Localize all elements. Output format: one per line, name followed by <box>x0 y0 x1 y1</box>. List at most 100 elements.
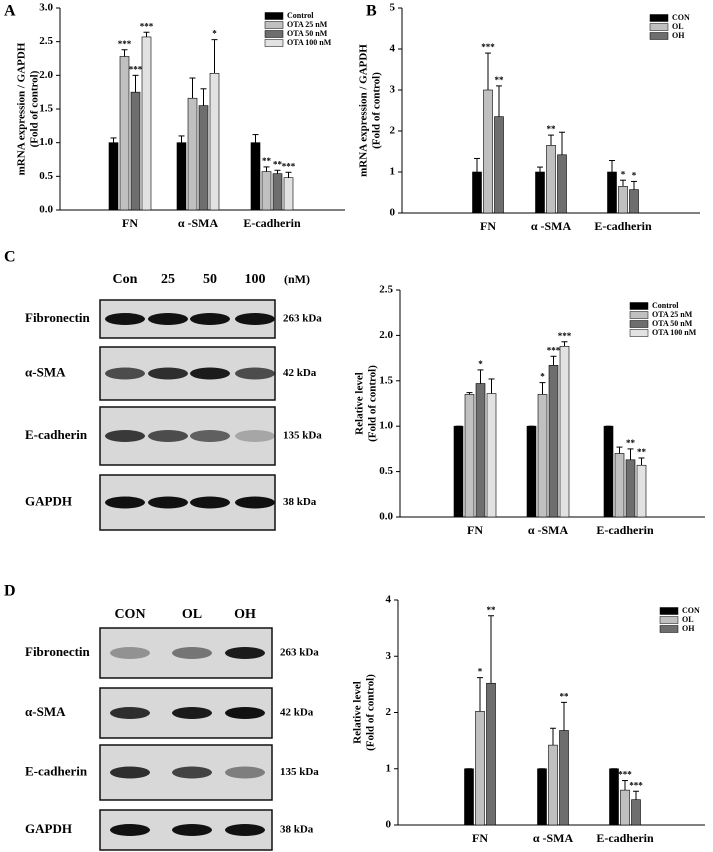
error-bar <box>485 52 491 90</box>
y-tick-label: 1.0 <box>39 136 53 148</box>
y-tick-label: 4 <box>390 43 396 55</box>
significance-label: ** <box>273 159 283 169</box>
lane-label: 25 <box>161 272 175 287</box>
bar <box>526 425 537 518</box>
blot-band <box>172 766 212 779</box>
bar <box>607 171 617 214</box>
blot-row-label: α-SMA <box>25 364 66 379</box>
significance-label: * <box>632 170 637 180</box>
y-tick-label: 2.5 <box>39 35 53 47</box>
y-axis-label: (Fold of control) <box>29 70 41 147</box>
y-tick-label: 0.5 <box>39 170 53 182</box>
bar <box>618 186 628 214</box>
error-bar <box>561 701 567 731</box>
blot-band <box>105 430 145 442</box>
legend-swatch <box>264 39 284 47</box>
y-tick-label: 1.5 <box>379 374 393 386</box>
unit-label: (nM) <box>284 272 310 286</box>
lane-label: OL <box>182 607 202 622</box>
x-tick-label: E-cadherin <box>243 216 301 230</box>
bar <box>464 394 475 518</box>
x-tick-label: α -SMA <box>528 523 569 537</box>
y-tick-label: 0 <box>390 207 396 219</box>
y-axis-label: Relative level <box>352 681 364 744</box>
significance-label: *** <box>629 780 643 790</box>
error-bar <box>477 677 483 712</box>
blot-band <box>105 367 145 380</box>
legend-label: Control <box>287 11 314 20</box>
blot-band <box>110 824 150 836</box>
bar <box>209 73 220 211</box>
x-tick-label: E-cadherin <box>596 523 654 537</box>
y-tick-label: 1.5 <box>39 103 53 115</box>
error-bar <box>121 49 128 57</box>
bar <box>537 394 548 518</box>
y-tick-label: 2.0 <box>39 69 53 81</box>
error-bar <box>616 446 623 454</box>
x-tick-label: FN <box>122 216 138 230</box>
error-bar <box>537 166 543 172</box>
legend-label: Control <box>652 301 679 310</box>
bar <box>631 799 641 826</box>
x-tick-label: FN <box>467 523 483 537</box>
bar <box>629 189 639 214</box>
lane-label: OH <box>234 607 256 622</box>
bar <box>198 105 209 211</box>
blot-size-label: 263 kDa <box>283 313 322 325</box>
blot-band <box>190 496 230 509</box>
panel-letter: B <box>366 3 377 20</box>
bar <box>261 171 272 211</box>
blot-band <box>225 647 265 659</box>
significance-label: *** <box>282 161 296 171</box>
legend-swatch <box>629 311 649 319</box>
blot-size-label: 263 kDa <box>280 647 319 659</box>
lane-label: CON <box>114 607 145 622</box>
blot-band <box>235 367 275 380</box>
significance-label: *** <box>618 770 632 780</box>
error-bar <box>622 780 628 791</box>
error-bar <box>548 134 554 146</box>
blot-band <box>190 313 230 325</box>
bar <box>176 142 187 211</box>
bar <box>603 425 614 518</box>
x-tick-label: α -SMA <box>531 219 572 233</box>
significance-label: *** <box>118 39 132 49</box>
y-tick-label: 0.5 <box>379 465 393 477</box>
bar <box>548 744 558 826</box>
bar <box>141 36 152 211</box>
blot-size-label: 42 kDa <box>280 707 314 719</box>
error-bar <box>285 171 292 178</box>
y-axis-label: (Fold of control) <box>367 365 379 442</box>
blot-band <box>225 824 265 836</box>
blot-band <box>105 313 145 325</box>
bar <box>494 116 504 214</box>
y-tick-label: 1 <box>386 762 392 774</box>
x-tick-label: FN <box>472 831 488 845</box>
lane-label: 50 <box>203 272 217 287</box>
bar <box>119 56 130 211</box>
error-bar <box>211 39 218 74</box>
error-bar <box>620 179 626 187</box>
blot-size-label: 135 kDa <box>280 766 319 778</box>
legend-swatch <box>649 32 669 40</box>
bar <box>609 768 619 826</box>
error-bar <box>631 180 637 190</box>
blot-band <box>235 313 275 325</box>
legend-label: OTA 25 nM <box>652 310 693 319</box>
error-bar <box>274 169 281 174</box>
legend-swatch <box>264 21 284 29</box>
legend-label: OTA 100 nM <box>652 328 697 337</box>
y-tick-label: 1 <box>390 166 396 178</box>
bar <box>475 711 485 826</box>
error-bar <box>110 137 117 143</box>
legend-swatch <box>264 12 284 20</box>
significance-label: ** <box>495 75 505 85</box>
blot-row-label: Fibronectin <box>25 644 91 659</box>
blot-band <box>190 430 230 442</box>
bar <box>537 768 547 826</box>
legend-label: OH <box>672 31 685 40</box>
panel-letter: A <box>4 3 16 20</box>
bar <box>535 171 545 214</box>
error-bar <box>559 131 565 155</box>
